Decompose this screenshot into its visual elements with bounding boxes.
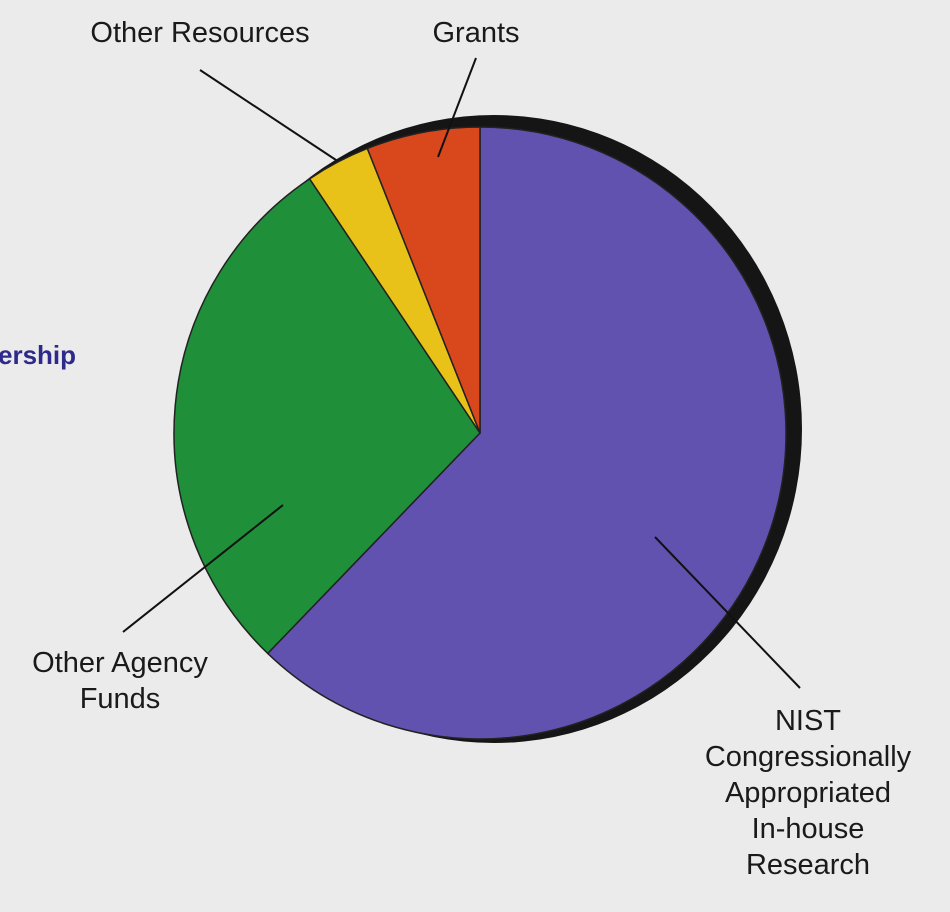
pie-slice-nist-research (266, 126, 787, 740)
leader-line-nist-research (654, 536, 801, 689)
slice-label-other-agency-funds: Other Agency Funds (32, 647, 208, 715)
leader-line-other-resources (199, 69, 337, 161)
slice-label-grants: Grants (432, 17, 519, 49)
pie-slices (173, 126, 787, 740)
leader-line-other-agency-funds (122, 504, 284, 633)
slice-labels: NIST Congressionally Appropriated In-house R… (32, 17, 912, 881)
leader-lines (122, 57, 801, 689)
leader-line-grants (437, 57, 477, 158)
slice-label-nist-research: NIST Congressionally Appropriated In-house R… (705, 705, 912, 881)
pie-slice-other-agency-funds (173, 178, 481, 655)
pie-slice-grants (366, 126, 481, 434)
slice-label-other-resources: Other Resources (90, 17, 309, 49)
partial-heading: ership (0, 340, 77, 370)
